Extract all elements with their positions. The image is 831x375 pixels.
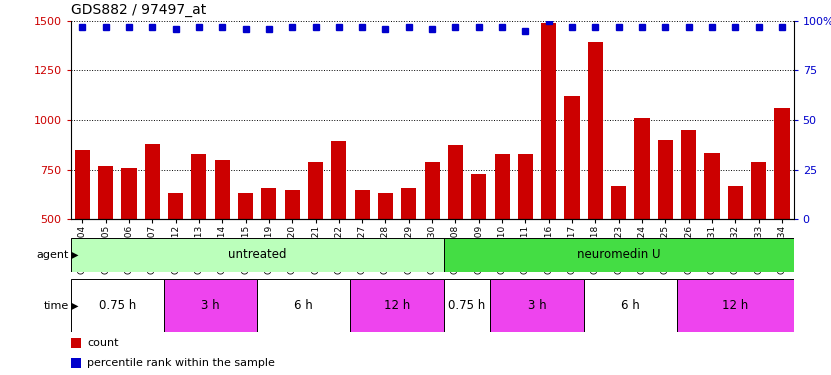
Bar (677, 279, 794, 332)
Bar (444, 238, 794, 272)
Text: ▶: ▶ (71, 250, 79, 260)
Bar (774, 108, 789, 219)
Bar (681, 130, 696, 219)
Text: count: count (87, 338, 119, 348)
Bar (378, 192, 393, 219)
Bar (71, 279, 164, 332)
Bar (75, 150, 90, 219)
Bar (634, 118, 650, 219)
Bar (728, 186, 743, 219)
Text: 6 h: 6 h (621, 299, 640, 312)
Bar (588, 42, 603, 219)
Bar (284, 190, 300, 219)
Bar (425, 162, 440, 219)
Text: 6 h: 6 h (294, 299, 313, 312)
Bar (658, 140, 673, 219)
Bar (751, 162, 766, 219)
Bar (448, 145, 463, 219)
Bar (401, 188, 416, 219)
Bar (145, 144, 160, 219)
Bar (351, 279, 444, 332)
Bar (355, 190, 370, 219)
Text: 12 h: 12 h (722, 299, 749, 312)
Text: 12 h: 12 h (384, 299, 411, 312)
Text: percentile rank within the sample: percentile rank within the sample (87, 358, 275, 368)
Bar (191, 154, 206, 219)
Bar (490, 279, 583, 332)
Bar (705, 153, 720, 219)
Bar (444, 279, 490, 332)
Text: ▶: ▶ (71, 301, 79, 310)
Bar (168, 192, 183, 219)
Bar (71, 238, 444, 272)
Text: agent: agent (37, 250, 69, 260)
Bar (261, 188, 277, 219)
Bar (471, 174, 486, 219)
Text: 3 h: 3 h (528, 299, 546, 312)
Bar (121, 168, 136, 219)
Text: 0.75 h: 0.75 h (99, 299, 136, 312)
Text: untreated: untreated (228, 249, 287, 261)
Bar (541, 22, 556, 219)
Bar (308, 162, 323, 219)
Bar (611, 186, 627, 219)
Bar (238, 192, 253, 219)
Bar (494, 154, 509, 219)
Bar (214, 160, 230, 219)
Text: 3 h: 3 h (201, 299, 220, 312)
Bar (564, 96, 580, 219)
Bar (518, 154, 533, 219)
Bar (164, 279, 258, 332)
Bar (332, 141, 347, 219)
Bar (258, 279, 351, 332)
Text: 0.75 h: 0.75 h (449, 299, 486, 312)
Text: GDS882 / 97497_at: GDS882 / 97497_at (71, 3, 206, 17)
Text: time: time (44, 301, 69, 310)
Bar (583, 279, 677, 332)
Bar (98, 166, 113, 219)
Text: neuromedin U: neuromedin U (577, 249, 661, 261)
